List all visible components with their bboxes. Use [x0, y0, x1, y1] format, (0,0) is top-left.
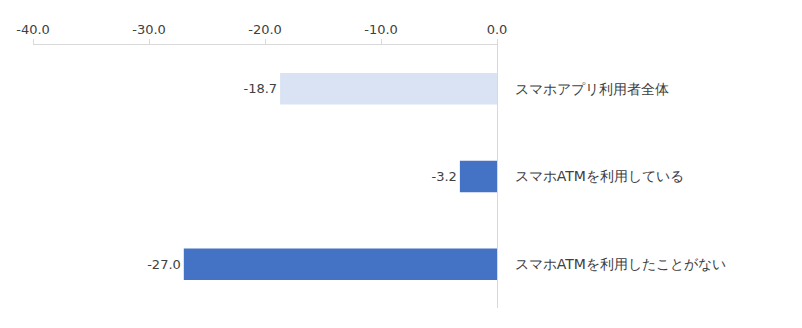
svg-text:-3.2: -3.2: [432, 169, 457, 184]
svg-text:-40.0: -40.0: [16, 22, 50, 37]
svg-text:-30.0: -30.0: [132, 22, 166, 37]
svg-text:-10.0: -10.0: [364, 22, 398, 37]
svg-text:スマホATMを利用したことがない: スマホATMを利用したことがない: [515, 256, 726, 272]
svg-text:0.0: 0.0: [487, 22, 508, 37]
svg-text:スマホアプリ利用者全体: スマホアプリ利用者全体: [515, 81, 669, 97]
svg-text:-20.0: -20.0: [248, 22, 282, 37]
svg-text:-18.7: -18.7: [243, 81, 277, 96]
svg-text:スマホATMを利用している: スマホATMを利用している: [515, 168, 684, 184]
svg-text:-27.0: -27.0: [147, 257, 181, 272]
